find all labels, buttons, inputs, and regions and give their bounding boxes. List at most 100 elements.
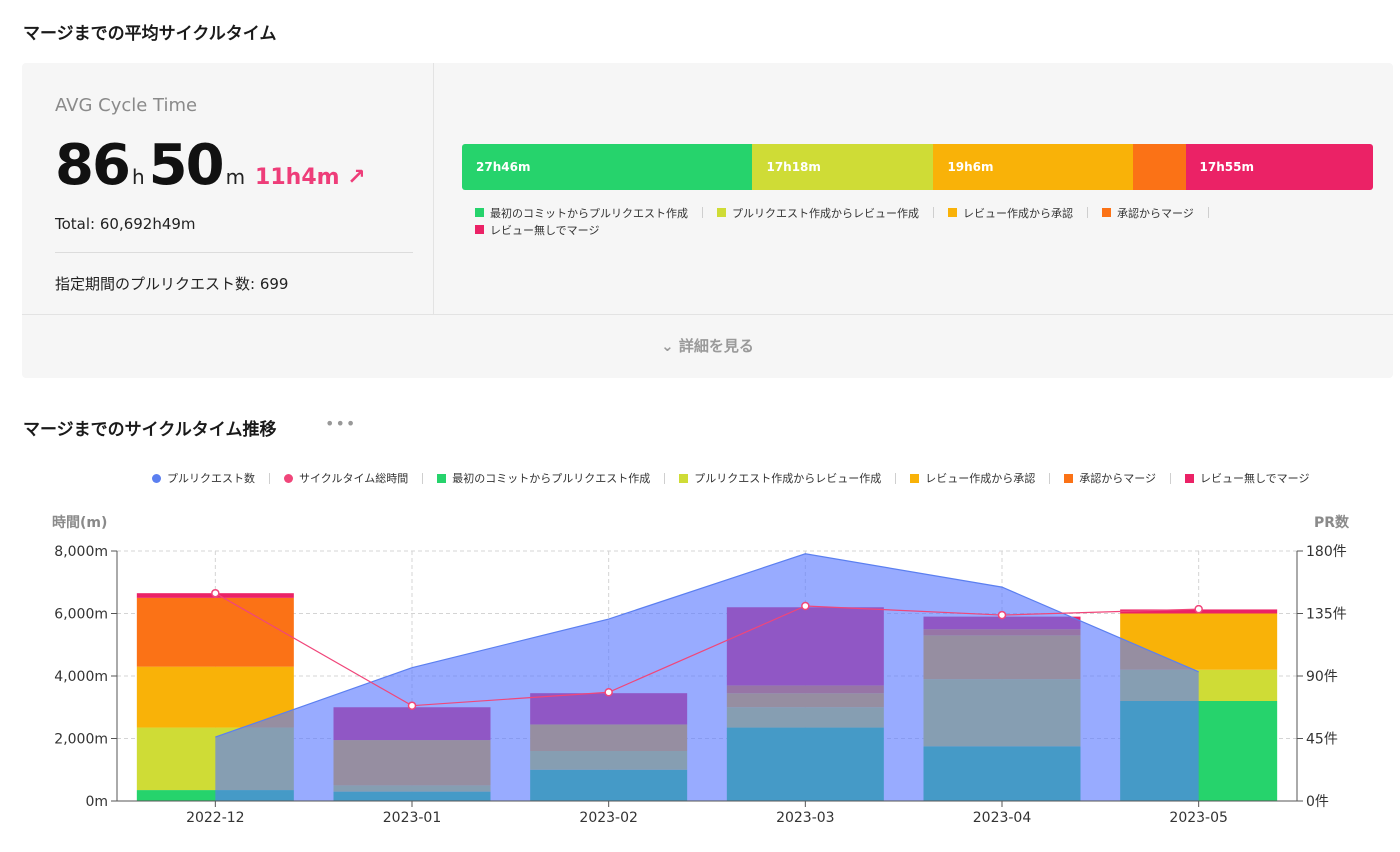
legend-dot [152,473,161,483]
y2-tick-label: 90件 [1306,669,1338,685]
more-options-icon[interactable]: ••• [325,414,357,433]
avg-cycle-time-value: 86 h50 m 11h4m ↗ [55,133,366,198]
legend-swatch [1102,208,1111,217]
legend-separator [1207,207,1209,218]
summary-stats: AVG Cycle Time 86 h50 m 11h4m ↗ Total: 60,6… [22,63,434,314]
legend-swatch [475,225,484,234]
divider [55,252,413,253]
legend-separator [664,472,666,484]
legend-separator [895,472,897,484]
breakdown-segment[interactable]: 27h46m [462,144,753,190]
pr-count: 指定期間のプルリクエスト数: 699 [55,275,289,293]
legend-item[interactable]: レビュー無しでマージ [475,222,599,238]
legend-label: 最初のコミットからプルリクエスト作成 [452,472,651,485]
x-tick-label: 2022-12 [186,810,245,826]
x-tick-label: 2023-04 [973,810,1032,826]
legend-label: 承認からマージ [1079,472,1157,485]
cycle-time-breakdown-bar: 27h46m 17h18m 19h6m 17h55m [462,144,1373,190]
x-tick-label: 2023-03 [776,810,835,826]
bar-segment [136,790,294,801]
y2-axis-title: PR数 [1314,514,1350,531]
legend-swatch [948,208,957,217]
legend-label: プルリクエスト作成からレビュー作成 [694,472,882,485]
legend-separator [422,472,424,484]
legend-swatch [475,208,484,217]
pr-count-line [215,553,1199,738]
y-axis-title: 時間(m) [52,514,107,531]
divider [22,314,1393,315]
legend-label: レビュー無しでマージ [1200,472,1310,485]
chart-legend-item[interactable]: 承認からマージ [1064,470,1156,486]
diff-badge: 11h4m ↗ [255,165,366,190]
legend-label: レビュー作成から承認 [963,206,1073,220]
y-tick-label: 0m [85,794,108,810]
legend-separator [702,207,703,218]
legend-item[interactable]: 承認からマージ [1102,205,1194,221]
legend-separator [1170,472,1172,484]
y2-tick-label: 45件 [1306,732,1338,748]
legend-item[interactable]: 最初のコミットからプルリクエスト作成 [475,205,688,221]
legend-label: 承認からマージ [1117,206,1194,220]
y2-tick-label: 135件 [1306,607,1347,623]
pr-count-area [215,553,1199,801]
avg-cycle-time-label: AVG Cycle Time [55,95,198,116]
legend-swatch [679,473,689,483]
chart-legend: プルリクエスト数 サイクルタイム総時間 最初のコミットからプルリクエスト作成 プルリク… [152,470,1309,486]
breakdown-segment[interactable]: 17h55m [1185,144,1373,190]
total-time-point [407,701,417,710]
total-time-line [215,592,1199,707]
total-time-point [211,588,220,598]
legend-separator [933,207,934,218]
breakdown-legend: 最初のコミットからプルリクエスト作成 プルリクエスト作成からレビュー作成 レビュー作… [475,204,1375,238]
minutes-value: 50 [148,133,225,198]
legend-dot [284,473,293,483]
total-time: Total: 60,692h49m [55,215,196,233]
y-tick-label: 2,000m [54,732,108,748]
summary-card: AVG Cycle Time 86 h50 m 11h4m ↗ Total: 60,6… [22,63,1393,378]
legend-swatch [1185,473,1195,483]
x-tick-label: 2023-01 [383,810,442,826]
minutes-unit: m [225,165,246,189]
legend-swatch [1064,473,1074,483]
breakdown-segment[interactable] [1133,144,1186,190]
chart-legend-item[interactable]: プルリクエスト数 [152,470,255,486]
legend-item[interactable]: レビュー作成から承認 [948,205,1073,221]
legend-swatch [717,208,726,217]
legend-label: プルリクエスト作成からレビュー作成 [732,206,919,220]
bar-segment [136,666,294,728]
legend-label: 最初のコミットからプルリクエスト作成 [490,206,688,220]
total-time-point [604,688,613,697]
legend-label: サイクルタイム総時間 [299,472,409,485]
total-time-point [997,610,1007,620]
legend-label: レビュー作成から承認 [925,472,1036,485]
legend-swatch [910,473,920,483]
legend-separator [1049,472,1051,484]
legend-item[interactable]: プルリクエスト作成からレビュー作成 [717,205,919,221]
trend-title: マージまでのサイクルタイム推移 [23,420,277,440]
x-tick-label: 2023-02 [579,810,638,826]
chart-legend-item[interactable]: 最初のコミットからプルリクエスト作成 [437,470,650,486]
x-tick-label: 2023-05 [1169,810,1228,826]
hours-unit: h [131,165,145,189]
hours-value: 86 [55,133,131,198]
y-tick-label: 8,000m [54,544,108,560]
chart-legend-item[interactable]: プルリクエスト作成からレビュー作成 [679,470,881,486]
y-tick-label: 4,000m [54,669,108,685]
show-details-button[interactable]: ⌄ 詳細を見る [661,337,754,355]
legend-separator [1087,207,1088,218]
chart-legend-item[interactable]: サイクルタイム総時間 [284,470,408,486]
chart-legend-item[interactable]: レビュー無しでマージ [1185,470,1309,486]
breakdown-segment[interactable]: 17h18m [752,144,934,190]
legend-separator [269,472,270,484]
summary-title: マージまでの平均サイクルタイム [23,24,277,44]
chart-legend-item[interactable]: レビュー作成から承認 [910,470,1035,486]
y2-tick-label: 0件 [1306,794,1329,810]
y-tick-label: 6,000m [54,607,108,623]
legend-label: プルリクエスト数 [167,472,255,485]
breakdown-segment[interactable]: 19h6m [933,144,1134,190]
total-time-point [1194,604,1203,614]
y2-tick-label: 180件 [1306,544,1347,560]
legend-swatch [437,473,447,483]
legend-label: レビュー無しでマージ [490,223,600,237]
